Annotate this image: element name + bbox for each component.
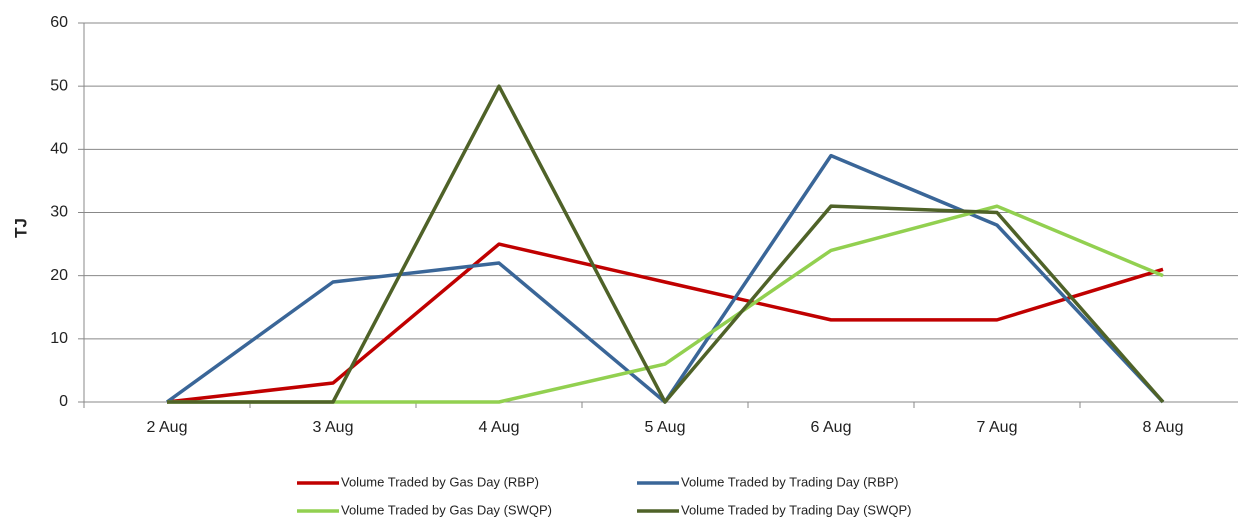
x-tick-label: 2 Aug bbox=[147, 419, 188, 436]
series-line bbox=[166, 242, 1164, 404]
x-tick-label: 3 Aug bbox=[313, 419, 354, 436]
y-tick-label: 50 bbox=[50, 77, 68, 94]
legend-label: Volume Traded by Gas Day (RBP) bbox=[341, 474, 539, 489]
x-tick-label: 5 Aug bbox=[645, 419, 686, 436]
series-line bbox=[167, 84, 1165, 404]
y-axis-label: TJ bbox=[11, 218, 30, 238]
x-tick-label: 7 Aug bbox=[977, 419, 1018, 436]
y-tick-label: 40 bbox=[50, 141, 68, 158]
y-tick-label: 0 bbox=[59, 393, 68, 410]
series-line bbox=[167, 204, 1164, 404]
y-tick-label: 30 bbox=[50, 204, 68, 221]
x-tick-label: 4 Aug bbox=[479, 419, 520, 436]
legend-label: Volume Traded by Trading Day (SWQP) bbox=[681, 502, 911, 517]
legend-label: Volume Traded by Gas Day (SWQP) bbox=[341, 502, 552, 517]
y-tick-label: 60 bbox=[50, 14, 68, 31]
y-tick-label: 10 bbox=[50, 330, 68, 347]
legend-label: Volume Traded by Trading Day (RBP) bbox=[681, 474, 899, 489]
y-tick-label: 20 bbox=[50, 267, 68, 284]
x-tick-label: 6 Aug bbox=[811, 419, 852, 436]
x-tick-label: 8 Aug bbox=[1143, 419, 1184, 436]
